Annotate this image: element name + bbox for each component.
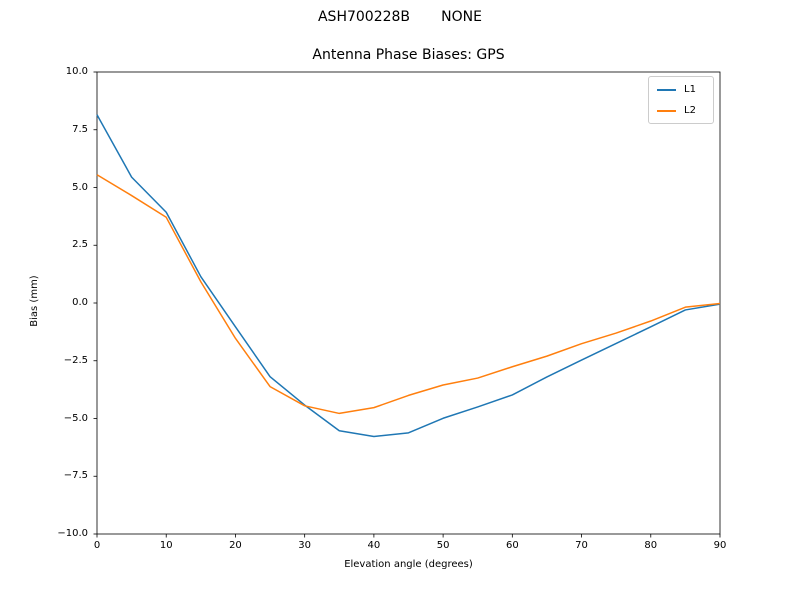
legend: L1 L2 [648, 76, 714, 124]
x-tick-label: 20 [229, 540, 242, 551]
legend-line-sample-l1 [657, 88, 676, 91]
x-tick-label: 90 [713, 540, 727, 551]
legend-item-l1: L1 [657, 84, 705, 95]
y-tick-label: 5.0 [72, 181, 88, 193]
y-axis-label: Bias (mm) [29, 275, 40, 327]
y-tick-label: 7.5 [72, 123, 88, 135]
x-tick-label: 10 [159, 540, 173, 551]
x-axis-label: Elevation angle (degrees) [344, 559, 473, 570]
series-line-l1 [96, 114, 721, 438]
legend-label-l1: L1 [684, 84, 696, 95]
x-tick-label: 30 [298, 540, 312, 551]
axes-frame [96, 71, 721, 535]
y-tick-label: 10.0 [65, 66, 88, 77]
x-tick-label: 60 [505, 540, 519, 551]
y-tick-label: −2.5 [63, 354, 88, 366]
series-line-l2 [96, 174, 721, 415]
x-tick-label: 80 [644, 540, 658, 551]
figure-suptitle: ASH700228B NONE [317, 9, 482, 25]
x-tick-label: 40 [367, 540, 381, 551]
y-tick-label: 2.5 [72, 239, 88, 251]
x-tick-label: 50 [436, 540, 450, 551]
y-tick-label: −10.0 [57, 528, 88, 539]
legend-line-sample-l2 [657, 109, 676, 112]
y-tick-label: −7.5 [63, 470, 88, 482]
chart-title: Antenna Phase Biases: GPS [312, 47, 505, 63]
x-tick-label: 0 [93, 540, 101, 551]
x-tick-label: 70 [575, 540, 588, 551]
legend-label-l2: L2 [684, 105, 696, 116]
y-tick-label: −5.0 [63, 412, 88, 424]
legend-item-l2: L2 [657, 105, 705, 116]
y-tick-label: 0.0 [72, 297, 88, 308]
